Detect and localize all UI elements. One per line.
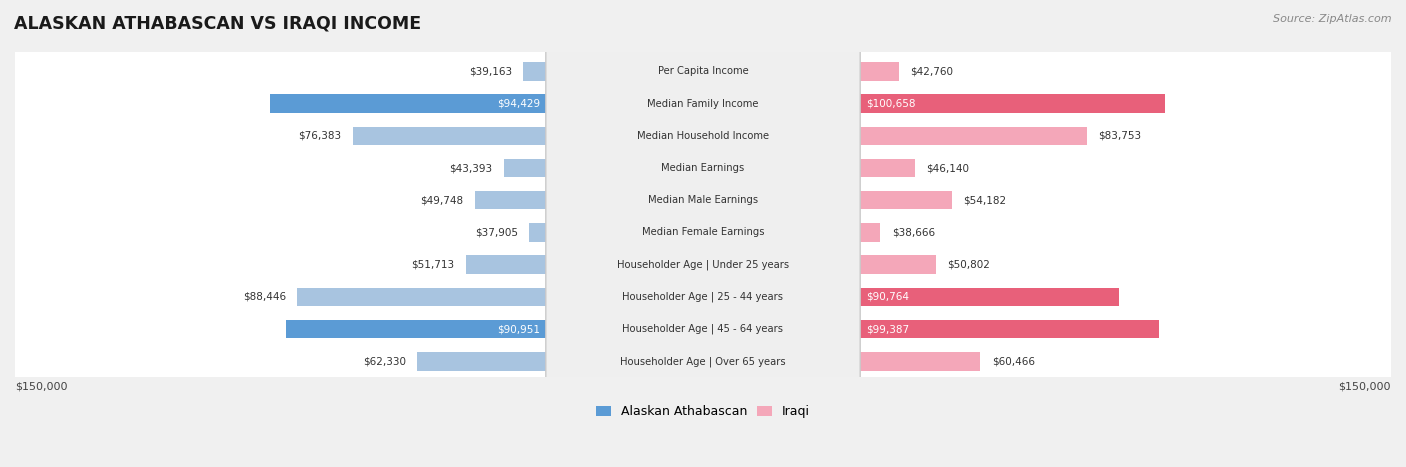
FancyBboxPatch shape [546,0,860,467]
Text: $76,383: $76,383 [298,131,342,141]
Text: Median Household Income: Median Household Income [637,131,769,141]
FancyBboxPatch shape [8,0,1398,467]
Bar [297,288,703,306]
Text: $49,748: $49,748 [420,195,464,205]
Text: $50,802: $50,802 [948,260,990,269]
Bar [703,320,1159,338]
Bar [270,94,703,113]
FancyBboxPatch shape [546,0,860,467]
FancyBboxPatch shape [546,0,860,467]
Text: $83,753: $83,753 [1098,131,1142,141]
Text: Per Capita Income: Per Capita Income [658,66,748,77]
FancyBboxPatch shape [546,0,860,467]
Bar [703,62,898,81]
Legend: Alaskan Athabascan, Iraqi: Alaskan Athabascan, Iraqi [591,400,815,423]
FancyBboxPatch shape [8,0,1398,467]
FancyBboxPatch shape [8,0,1398,467]
Bar [703,255,936,274]
Text: $51,713: $51,713 [411,260,454,269]
Text: $62,330: $62,330 [363,356,406,366]
Text: Median Earnings: Median Earnings [661,163,745,173]
Text: $42,760: $42,760 [911,66,953,77]
FancyBboxPatch shape [546,0,860,467]
Bar [703,94,1164,113]
Text: $99,387: $99,387 [866,324,908,334]
Bar [418,352,703,370]
Text: $46,140: $46,140 [927,163,969,173]
Text: $39,163: $39,163 [468,66,512,77]
Text: $94,429: $94,429 [498,99,540,109]
Bar [475,191,703,210]
FancyBboxPatch shape [8,0,1398,467]
Bar [703,191,952,210]
Bar [703,288,1119,306]
Text: Householder Age | Under 25 years: Householder Age | Under 25 years [617,259,789,270]
Text: Householder Age | Over 65 years: Householder Age | Over 65 years [620,356,786,367]
FancyBboxPatch shape [8,0,1398,467]
FancyBboxPatch shape [8,0,1398,467]
Text: Source: ZipAtlas.com: Source: ZipAtlas.com [1274,14,1392,24]
Text: Householder Age | 45 - 64 years: Householder Age | 45 - 64 years [623,324,783,334]
Text: $150,000: $150,000 [1339,382,1391,392]
Bar [703,127,1087,145]
Text: $90,951: $90,951 [498,324,540,334]
FancyBboxPatch shape [546,0,860,467]
Text: ALASKAN ATHABASCAN VS IRAQI INCOME: ALASKAN ATHABASCAN VS IRAQI INCOME [14,14,422,32]
Text: $43,393: $43,393 [450,163,492,173]
FancyBboxPatch shape [546,0,860,467]
Bar [503,159,703,177]
FancyBboxPatch shape [8,0,1398,467]
Bar [353,127,703,145]
Text: $38,666: $38,666 [891,227,935,237]
Text: $90,764: $90,764 [866,292,908,302]
FancyBboxPatch shape [546,0,860,467]
Text: $88,446: $88,446 [243,292,285,302]
Text: $60,466: $60,466 [991,356,1035,366]
FancyBboxPatch shape [546,0,860,467]
FancyBboxPatch shape [8,0,1398,467]
Bar [703,352,980,370]
Bar [703,223,880,242]
Bar [465,255,703,274]
Bar [523,62,703,81]
Text: $37,905: $37,905 [475,227,517,237]
Bar [285,320,703,338]
FancyBboxPatch shape [546,0,860,467]
Text: $100,658: $100,658 [866,99,915,109]
Text: $150,000: $150,000 [15,382,67,392]
Text: Median Family Income: Median Family Income [647,99,759,109]
FancyBboxPatch shape [8,0,1398,467]
Text: Median Female Earnings: Median Female Earnings [641,227,765,237]
Bar [703,159,915,177]
Text: Householder Age | 25 - 44 years: Householder Age | 25 - 44 years [623,291,783,302]
Text: Median Male Earnings: Median Male Earnings [648,195,758,205]
Bar [529,223,703,242]
Text: $54,182: $54,182 [963,195,1007,205]
FancyBboxPatch shape [8,0,1398,467]
